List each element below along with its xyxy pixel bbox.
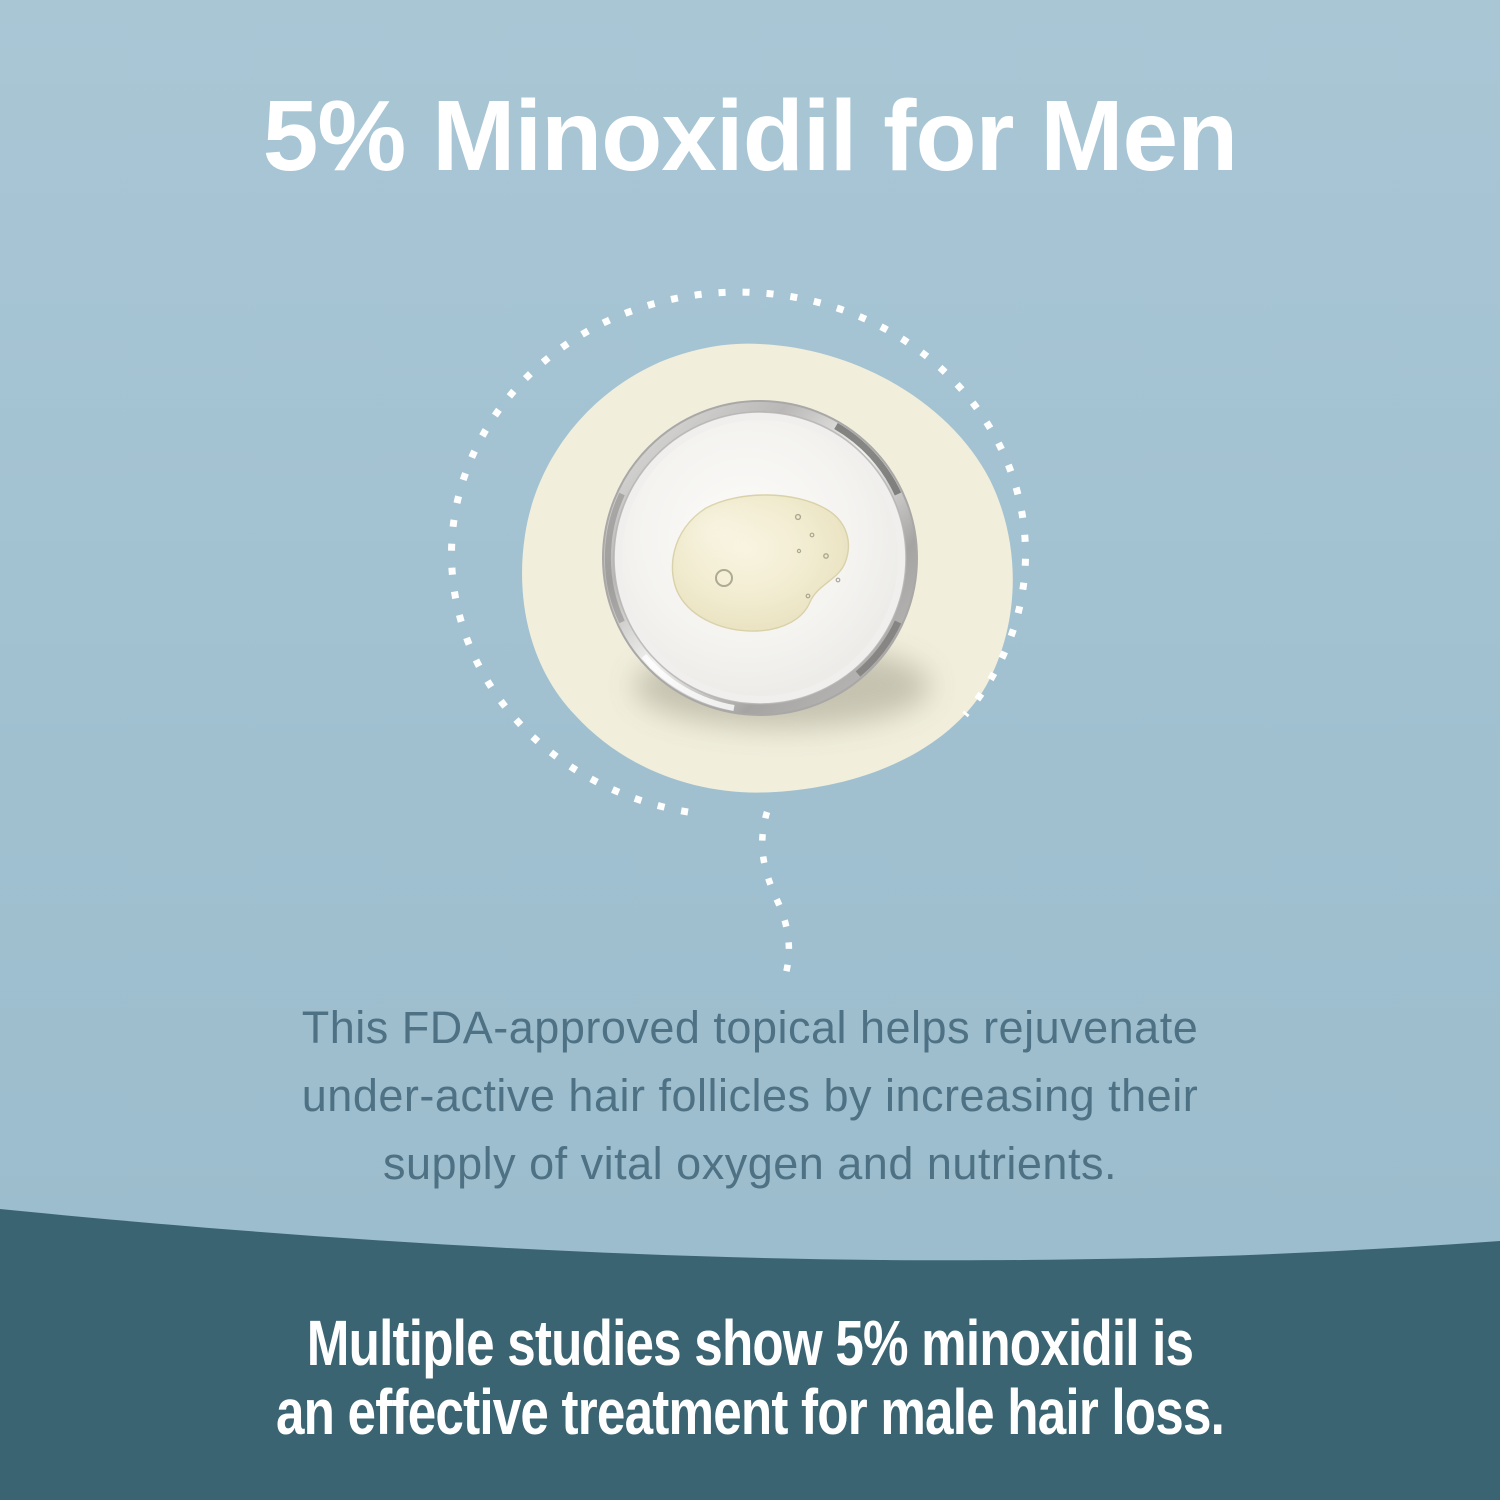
dotted-trail <box>759 811 793 981</box>
dish-shadow <box>634 644 930 728</box>
page-title: 5% Minoxidil for Men <box>262 80 1238 192</box>
footer-claim: Multiple studies show 5% minoxidil is an… <box>275 1307 1225 1448</box>
dish-glass-wall <box>614 412 906 704</box>
description-text: This FDA-approved topical helps rejuvena… <box>301 1002 1199 1189</box>
liquid-droplet <box>671 494 849 632</box>
cream-blob-shape <box>522 343 1013 793</box>
liquid-bubbles <box>715 513 841 599</box>
dotted-circle <box>448 288 1029 816</box>
footer-band: Multiple studies show 5% minoxidil is an… <box>0 1205 1500 1500</box>
dish-floor <box>622 420 898 696</box>
footer-band-fill: Multiple studies show 5% minoxidil is an… <box>0 1265 1500 1500</box>
dish-outer-rim <box>603 401 917 715</box>
petri-dish-illustration <box>602 400 930 728</box>
curved-divider <box>0 1209 1500 1265</box>
